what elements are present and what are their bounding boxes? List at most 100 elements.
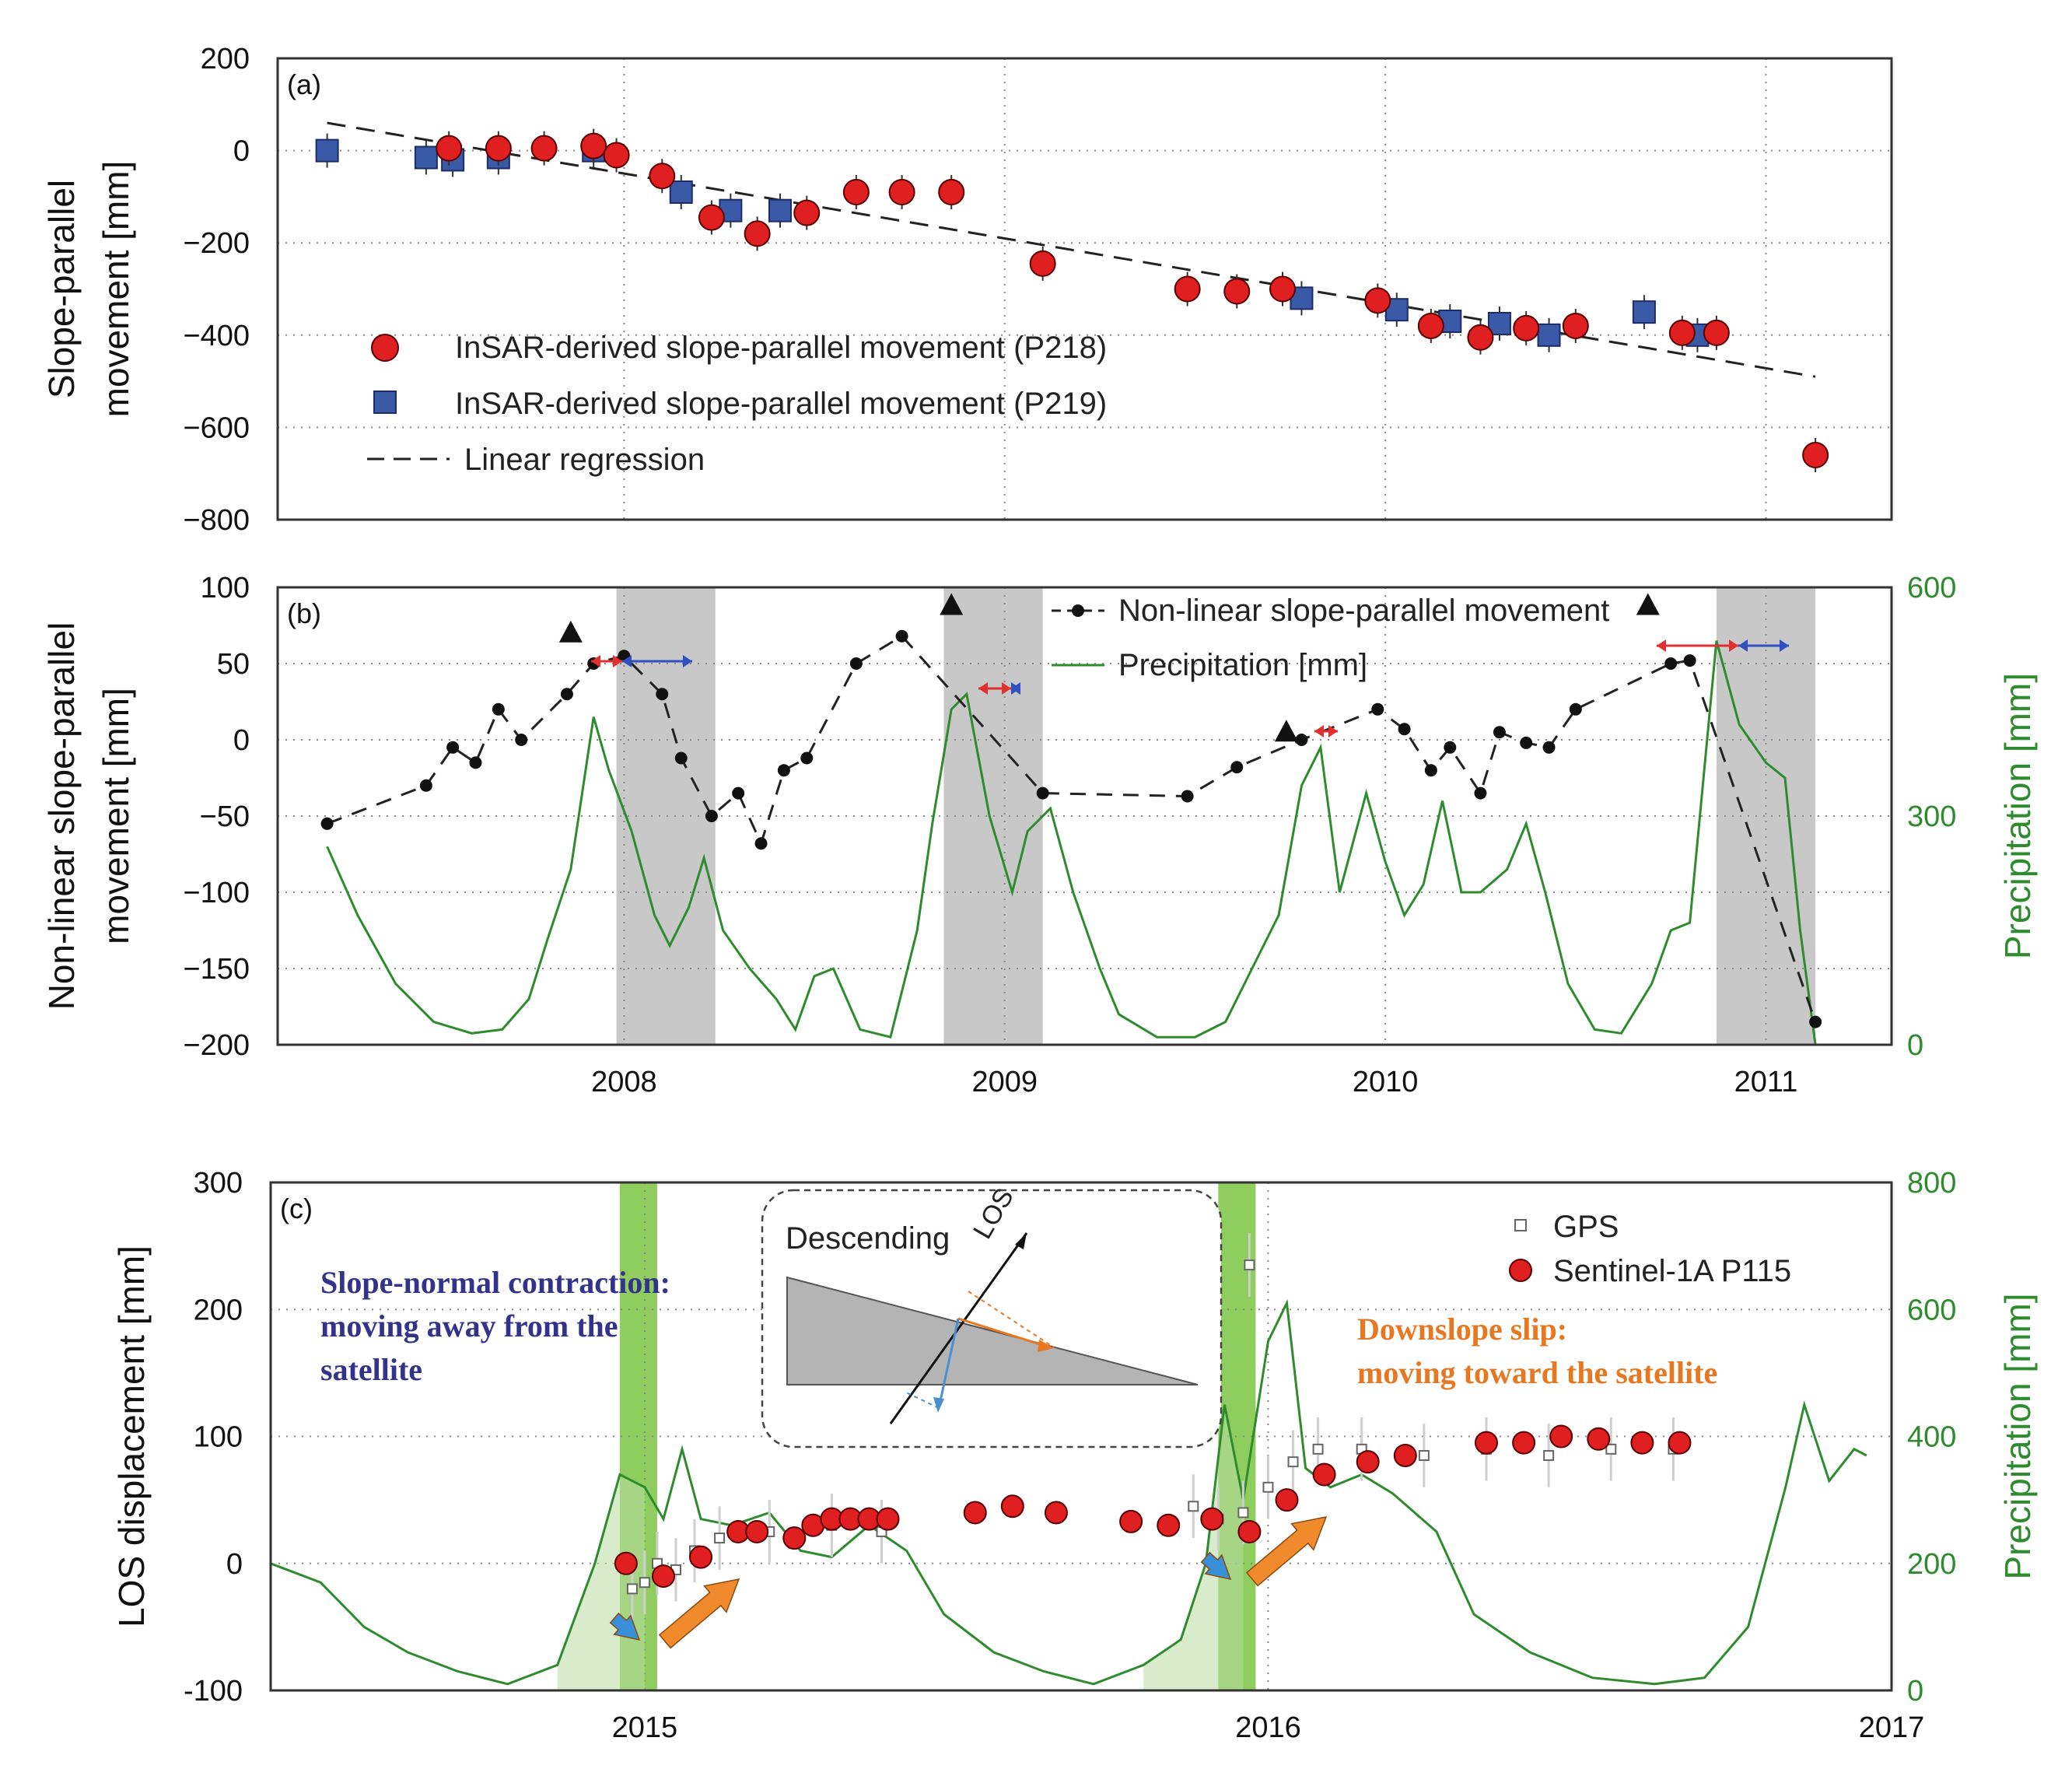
- peak-marker: [1636, 593, 1660, 615]
- gps-point: [1605, 1443, 1617, 1455]
- p218-point: [580, 132, 607, 159]
- p219-point: [1487, 311, 1511, 335]
- p218-point: [1029, 250, 1056, 277]
- nonlinear-point: [1542, 741, 1556, 754]
- note-slope-normal: Slope-normal contraction:: [320, 1265, 670, 1300]
- y-tick-label: 0: [233, 724, 250, 757]
- p218-point: [603, 142, 630, 169]
- p218-point: [793, 199, 821, 226]
- inset-downslope-vector: [957, 1317, 1051, 1349]
- y-tick-label: 100: [194, 1421, 243, 1454]
- p218-point: [1364, 287, 1391, 314]
- y2-axis-label: Precipitation [mm]: [1997, 673, 2038, 959]
- sentinel-point: [689, 1545, 713, 1569]
- sentinel-point: [782, 1526, 807, 1550]
- normal-arrow: [1200, 1551, 1232, 1581]
- nonlinear-point: [656, 688, 669, 701]
- p218-point: [1467, 324, 1494, 351]
- nonlinear-point: [777, 764, 790, 777]
- p219-point: [1632, 300, 1656, 324]
- x-tick-label: 2011: [1734, 1066, 1798, 1098]
- panel-0: 200 0 −200 −400 −600 −800 Slope-parallel moveme…: [41, 43, 1893, 537]
- lag-arrowhead: [1738, 639, 1748, 652]
- inset-descending: Descending LOS: [761, 1183, 1223, 1448]
- legend-marker-gps: [1514, 1219, 1527, 1231]
- sentinel-point: [1668, 1431, 1692, 1455]
- nonlinear-point: [1398, 723, 1411, 736]
- legend-c: GPS Sentinel-1A P115 Slope-normal contract…: [320, 1210, 1791, 1390]
- y-tick-label: -100: [184, 1675, 243, 1708]
- y2-tick-label: 0: [1907, 1029, 1923, 1062]
- p219-point: [768, 198, 792, 222]
- legend-label-p218: InSAR-derived slope-parallel movement (P…: [455, 331, 1107, 365]
- note-downslope: moving toward the satellite: [1357, 1355, 1717, 1390]
- p218-point: [1174, 275, 1201, 303]
- lag-arrowhead: [622, 655, 632, 667]
- normal-arrow-shape: [609, 1612, 641, 1641]
- downslope-arrow-shape: [1245, 1516, 1328, 1587]
- x-tick-label: 2009: [971, 1066, 1038, 1098]
- lag-arrowhead: [1780, 639, 1789, 652]
- p218-point: [1417, 312, 1444, 339]
- legend-label-p219: InSAR-derived slope-parallel movement (P…: [455, 387, 1107, 421]
- lag-arrowhead: [1011, 682, 1020, 695]
- plot-frame: [276, 57, 1893, 521]
- lag-arrowhead: [978, 682, 988, 695]
- sentinel-point: [1356, 1450, 1380, 1474]
- legend-a: InSAR-derived slope-parallel movement (P…: [367, 331, 1107, 477]
- sentinel-point: [614, 1551, 638, 1575]
- gps-point: [1543, 1449, 1555, 1461]
- inset-title: Descending: [786, 1221, 950, 1256]
- sentinel-point: [651, 1564, 675, 1589]
- sentinel-point: [1587, 1427, 1611, 1451]
- legend-label-sentinel: Sentinel-1A P115: [1553, 1254, 1791, 1288]
- inset-downslope-head: [1038, 1340, 1054, 1352]
- inset-normal-head: [933, 1397, 944, 1413]
- y2-tick-label: 600: [1907, 572, 1956, 604]
- nonlinear-point: [800, 751, 814, 765]
- legend-label-precip: Precipitation [mm]: [1118, 648, 1367, 682]
- gps-point: [1418, 1449, 1430, 1461]
- panel-label: (a): [287, 68, 321, 100]
- sentinel-point: [1312, 1462, 1336, 1487]
- y-tick-label: −600: [183, 412, 250, 444]
- y-tick-label: −50: [200, 800, 250, 833]
- lag-arrowhead: [1328, 725, 1338, 737]
- nonlinear-point: [419, 779, 432, 792]
- x-tick-label: 2015: [612, 1711, 678, 1744]
- gps-point: [1188, 1501, 1199, 1512]
- nonlinear-point: [1181, 790, 1194, 803]
- p218-point: [436, 135, 463, 162]
- y2-axis-label: Precipitation [mm]: [1997, 1293, 2038, 1579]
- p219-point: [669, 180, 693, 204]
- inset-projection-dotted: [968, 1291, 1055, 1348]
- nonlinear-point: [1683, 654, 1696, 667]
- nonlinear-point: [1371, 702, 1384, 716]
- nonlinear-point: [895, 629, 908, 643]
- inset-los-line: [889, 1232, 1028, 1424]
- y2-tick-label: 800: [1907, 1167, 1956, 1200]
- p218-point: [530, 135, 558, 162]
- p219-point: [315, 138, 339, 163]
- y-tick-label: −400: [183, 320, 250, 352]
- panel-1: 100 50 0 −50 −100 −150 −200 600 300 0 2008 2009 2010…: [41, 572, 2038, 1098]
- legend-label-regression: Linear regression: [464, 443, 705, 477]
- x-tick-label: 2010: [1353, 1066, 1419, 1098]
- p218-point: [1223, 278, 1251, 305]
- nonlinear-point: [1569, 702, 1582, 716]
- normal-arrow-shape: [1200, 1551, 1232, 1581]
- y-tick-label: −100: [183, 877, 250, 909]
- plot-area: [278, 58, 1892, 520]
- p218-point: [938, 178, 965, 205]
- inset-los-arrowhead: [1015, 1233, 1027, 1249]
- nonlinear-point: [492, 702, 505, 716]
- sentinel-point: [1549, 1424, 1573, 1448]
- nonlinear-point: [1230, 761, 1244, 774]
- nonlinear-point: [1444, 741, 1457, 754]
- p218-point: [698, 204, 725, 231]
- plot-frame: [276, 586, 1893, 1046]
- plot-area: [278, 587, 1892, 1045]
- nonlinear-point: [705, 810, 718, 822]
- downslope-arrow: [658, 1578, 740, 1649]
